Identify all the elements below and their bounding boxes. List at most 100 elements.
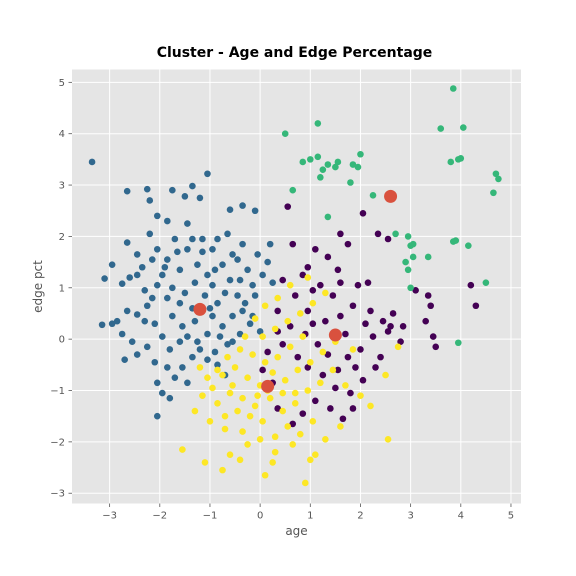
scatter-point	[234, 292, 241, 299]
scatter-point	[143, 343, 151, 351]
chart-title: Cluster - Age and Edge Percentage	[157, 45, 433, 61]
scatter-point	[314, 120, 322, 127]
scatter-point	[254, 251, 261, 258]
scatter-point	[309, 320, 317, 328]
scatter-point	[269, 459, 276, 466]
scatter-point	[239, 428, 246, 435]
scatter-point	[169, 312, 176, 320]
scatter-point	[322, 317, 329, 325]
scatter-point	[424, 253, 432, 261]
scatter-point	[196, 346, 204, 353]
scatter-point	[332, 163, 339, 171]
scatter-point	[191, 407, 199, 415]
scatter-point	[169, 186, 176, 194]
scatter-point	[189, 182, 196, 190]
scatter-point	[334, 158, 342, 166]
centroid-point	[328, 328, 342, 342]
scatter-point	[249, 281, 256, 289]
scatter-point	[169, 284, 176, 292]
scatter-point	[319, 348, 327, 356]
scatter-point	[219, 466, 226, 474]
scatter-point	[324, 351, 332, 358]
scatter-point	[306, 456, 314, 464]
y-tick-label: 5	[59, 78, 65, 89]
scatter-point	[492, 170, 500, 178]
scatter-point	[164, 294, 171, 302]
scatter-point	[322, 289, 329, 297]
scatter-point	[239, 307, 246, 315]
scatter-point	[286, 343, 294, 351]
scatter-point	[304, 263, 312, 271]
scatter-point	[179, 323, 186, 330]
scatter-point	[286, 281, 294, 289]
scatter-point	[274, 405, 281, 412]
scatter-point	[409, 253, 417, 261]
scatter-point	[161, 263, 169, 271]
scatter-point	[153, 212, 161, 220]
scatter-point	[324, 253, 332, 261]
scatter-point	[404, 233, 412, 240]
scatter-point	[289, 420, 297, 428]
scatter-point	[482, 279, 490, 286]
scatter-point	[209, 281, 216, 289]
scatter-point	[291, 292, 299, 299]
scatter-point	[377, 353, 384, 361]
y-tick-label: −1	[50, 386, 65, 397]
scatter-point	[143, 302, 151, 310]
y-tick-label: 4	[59, 129, 65, 140]
scatter-point	[176, 338, 184, 346]
scatter-point	[239, 240, 246, 248]
scatter-point	[337, 423, 344, 430]
scatter-point	[359, 376, 367, 384]
scatter-point	[271, 448, 279, 456]
scatter-point	[447, 158, 455, 166]
scatter-point	[319, 166, 327, 173]
gridlines	[72, 69, 521, 504]
scatter-point	[226, 451, 234, 459]
scatter-point	[118, 280, 126, 287]
scatter-point	[189, 235, 196, 243]
scatter-point	[123, 239, 131, 246]
scatter-point	[261, 302, 269, 310]
x-tick-label: −1	[203, 511, 218, 522]
scatter-point	[467, 281, 475, 289]
scatter-point	[164, 217, 171, 225]
scatter-point	[329, 366, 337, 374]
scatter-point	[159, 389, 166, 397]
scatter-point	[224, 353, 231, 361]
scatter-point	[259, 366, 266, 374]
scatter-point	[108, 320, 116, 328]
x-tick-label: 3	[407, 511, 413, 522]
scatter-point	[254, 392, 261, 399]
scatter-point	[259, 418, 266, 425]
x-tick-label: 0	[257, 511, 263, 522]
scatter-point	[437, 125, 445, 132]
scatter-point	[309, 418, 317, 425]
scatter-point	[226, 276, 234, 284]
scatter-point	[312, 245, 319, 253]
scatter-point	[349, 346, 357, 353]
scatter-point	[271, 325, 279, 333]
scatter-point	[88, 158, 96, 166]
scatter-point	[251, 402, 259, 410]
scatter-point	[465, 242, 472, 249]
scatter-point	[234, 256, 241, 263]
scatter-point	[133, 251, 141, 258]
scatter-point	[306, 358, 314, 366]
scatter-point	[259, 271, 266, 279]
scatter-point	[299, 333, 307, 340]
scatter-point	[244, 266, 251, 274]
scatter-point	[460, 124, 467, 131]
scatter-point	[181, 193, 189, 200]
scatter-point	[291, 389, 299, 397]
scatter-point	[312, 451, 319, 459]
scatter-point	[166, 346, 174, 353]
scatter-point	[394, 343, 402, 351]
scatter-point	[314, 153, 322, 161]
x-tick-label: 5	[508, 511, 514, 522]
scatter-point	[209, 312, 216, 320]
scatter-point	[296, 310, 304, 317]
scatter-point	[387, 323, 394, 330]
scatter-point	[422, 317, 429, 325]
scatter-point	[264, 258, 271, 266]
